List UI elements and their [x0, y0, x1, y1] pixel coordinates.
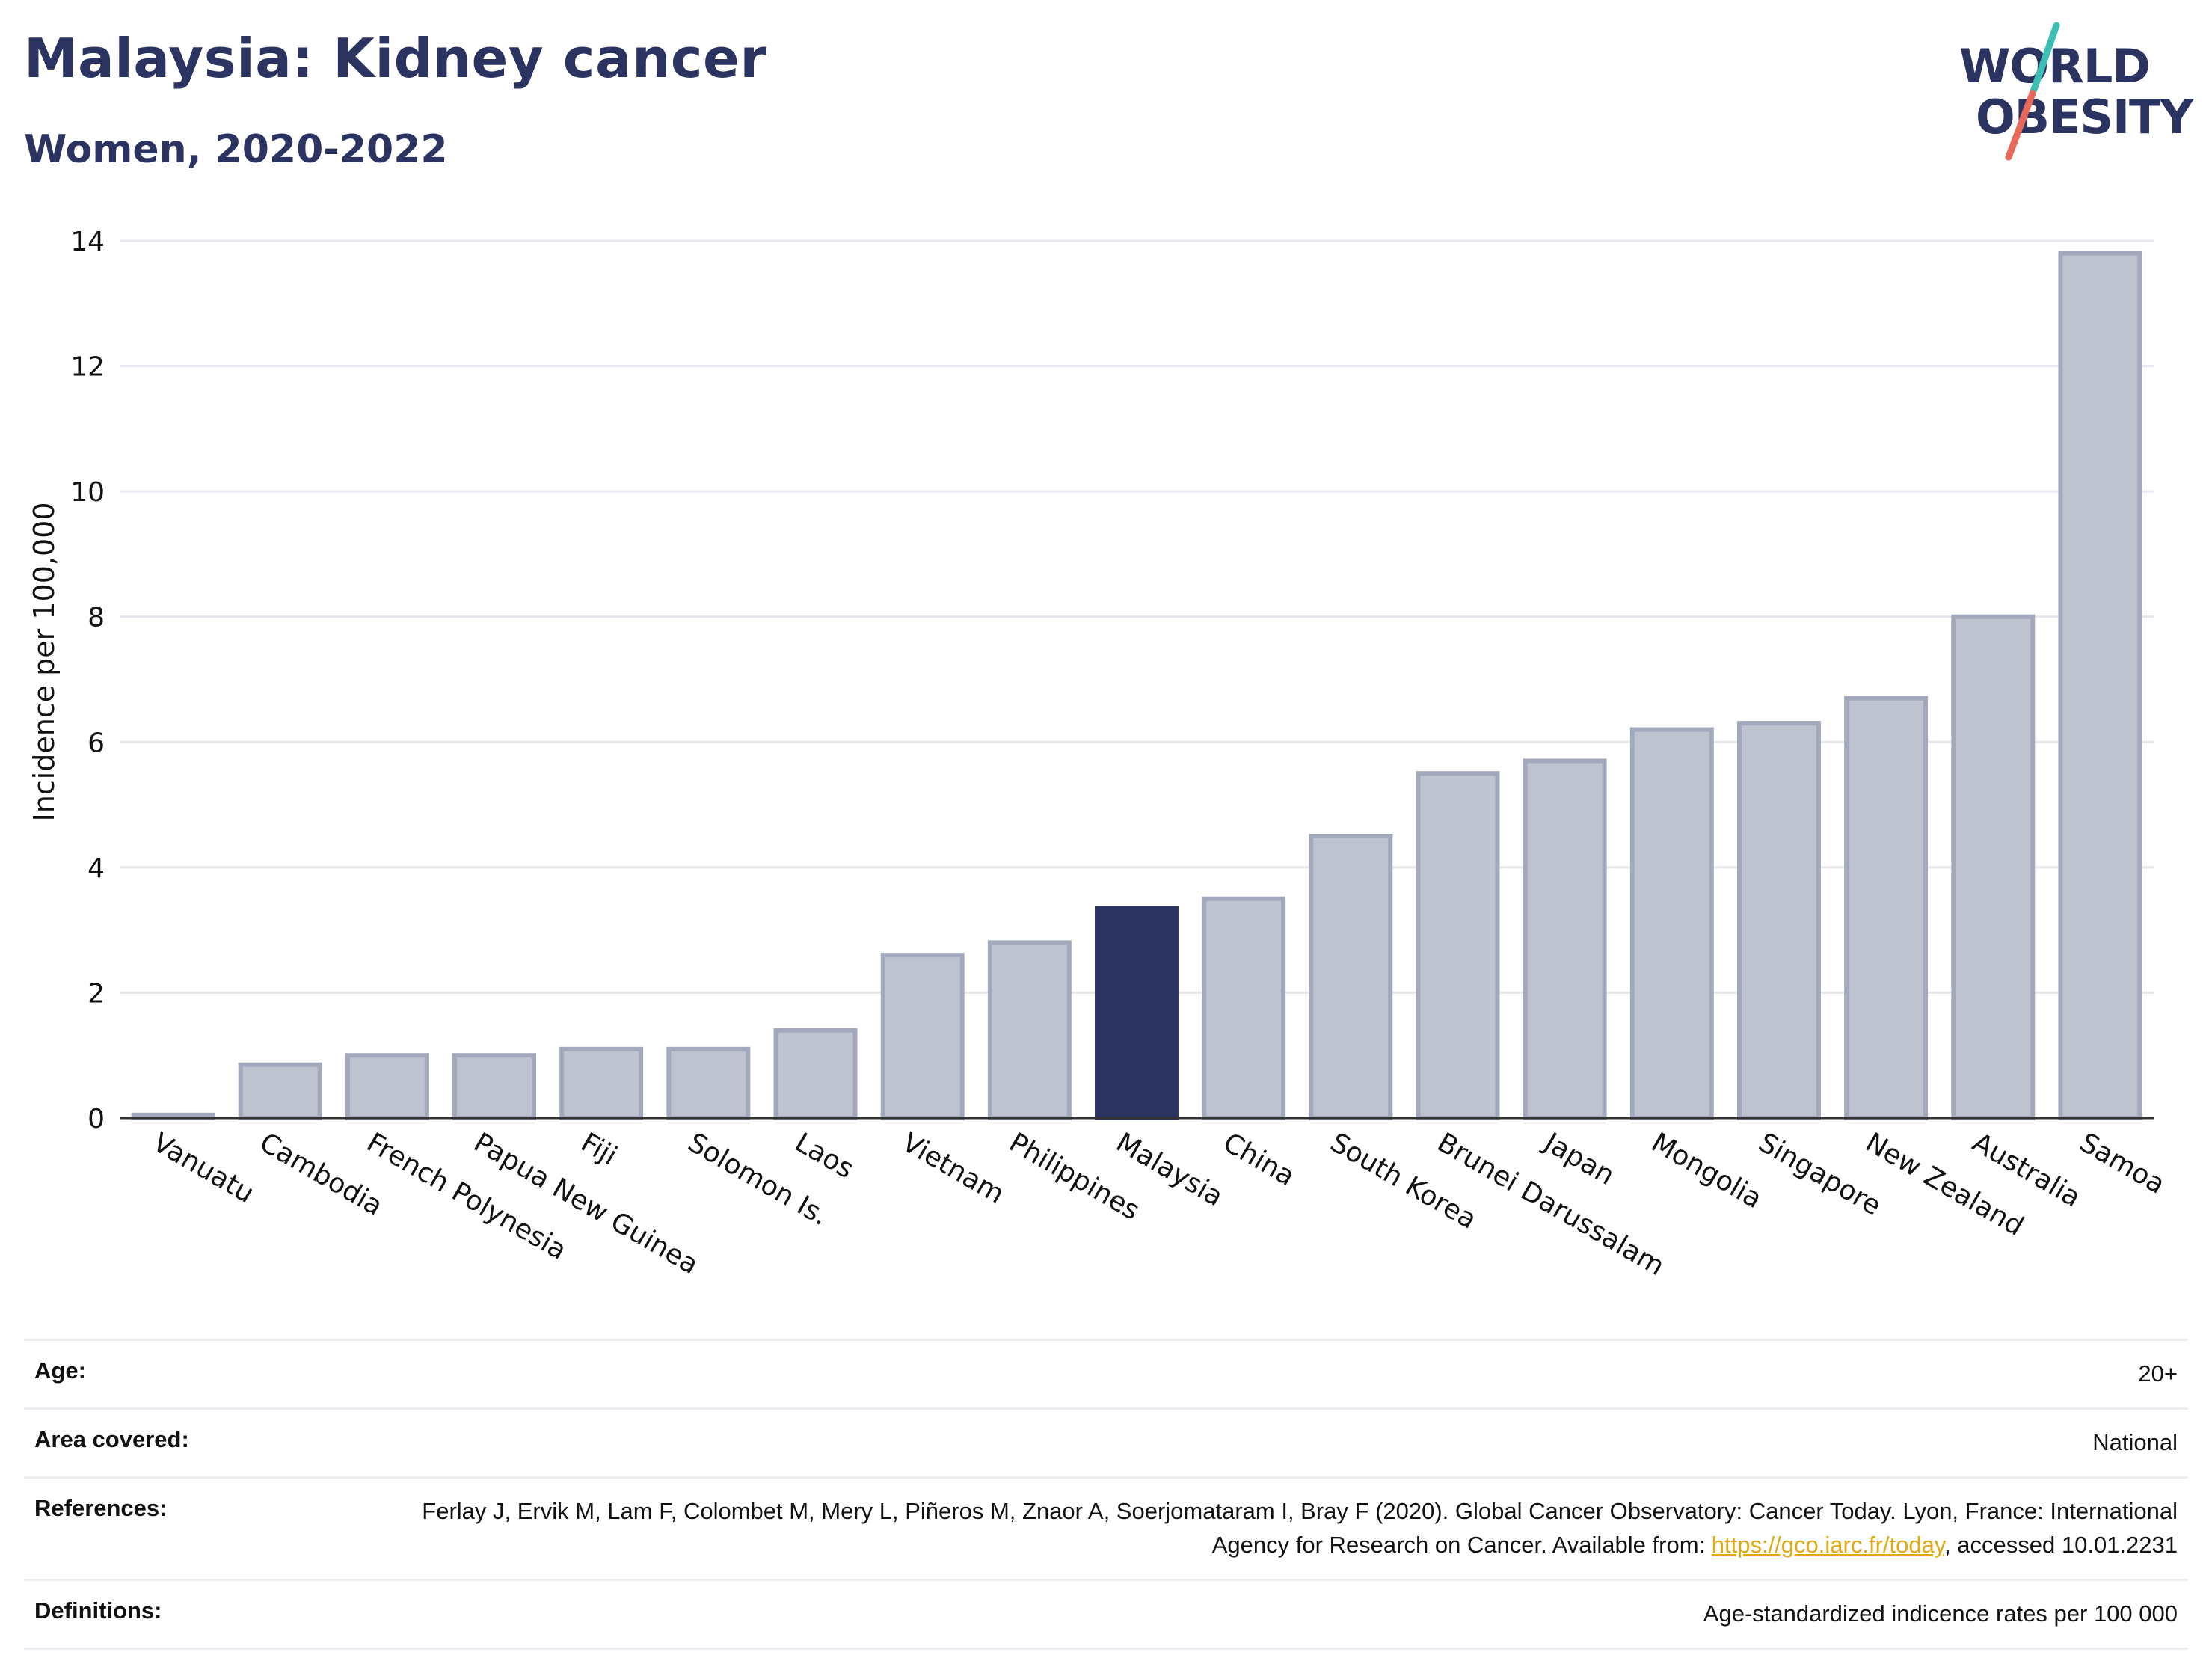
logo-text-world: WORLD	[1959, 39, 2150, 93]
bar-philippines	[987, 940, 1072, 1121]
bar-laos	[773, 1028, 858, 1120]
y-tick-label: 2	[87, 978, 105, 1009]
chart-subtitle: Women, 2020-2022	[24, 127, 448, 172]
logo-slash-top	[2029, 22, 2060, 97]
bar-china	[1202, 896, 1286, 1120]
bar-mongolia	[1629, 727, 1714, 1120]
bar-samoa	[2058, 251, 2142, 1120]
bar-singapore	[1736, 721, 1821, 1120]
references-suffix: , accessed 10.01.2231	[1944, 1531, 2178, 1558]
references-text: Ferlay J, Ervik M, Lam F, Colombet M, Me…	[422, 1497, 2178, 1558]
bars	[131, 251, 2142, 1121]
x-tick-label: China	[1218, 1127, 1300, 1192]
x-tick-label: Samoa	[2074, 1127, 2170, 1200]
y-tick-label: 12	[70, 352, 105, 383]
world-obesity-logo: WORLD OBESITY	[1959, 22, 2195, 161]
y-tick-label: 4	[87, 853, 105, 884]
references-value: Ferlay J, Ervik M, Lam F, Colombet M, Me…	[398, 1495, 2178, 1562]
metadata-table: Age: 20+ Area covered: National Referenc…	[24, 1339, 2188, 1650]
bar-south-korea	[1309, 833, 1393, 1120]
bar-japan	[1523, 758, 1607, 1121]
definitions-label: Definitions:	[34, 1597, 162, 1624]
bar-solomon-is	[666, 1046, 751, 1120]
logo-slash-bottom	[2005, 90, 2036, 161]
x-tick-label: Fiji	[576, 1127, 622, 1172]
y-tick-label: 6	[87, 728, 105, 758]
x-tick-label: Mongolia	[1646, 1127, 1767, 1215]
references-link[interactable]: https://gco.iarc.fr/today	[1711, 1531, 1945, 1558]
x-tick-label: Singapore	[1753, 1127, 1886, 1221]
x-tick-label: Vietnam	[897, 1127, 1009, 1210]
area-label: Area covered:	[34, 1425, 189, 1452]
meta-row-age: Age: 20+	[24, 1339, 2188, 1407]
age-label: Age:	[34, 1357, 86, 1384]
bar-vietnam	[880, 953, 965, 1120]
references-label: References:	[34, 1494, 168, 1521]
y-tick-label: 0	[87, 1104, 105, 1134]
bar-brunei-darussalam	[1416, 771, 1500, 1121]
x-tick-label: Vanuatu	[147, 1127, 259, 1209]
bar-malaysia	[1095, 906, 1179, 1120]
meta-row-references: References: Ferlay J, Ervik M, Lam F, Co…	[24, 1476, 2188, 1579]
y-axis-label: Incidence per 100,000	[28, 502, 61, 821]
bar-papua-new-guinea	[452, 1053, 537, 1120]
bar-fiji	[559, 1046, 644, 1120]
logo-text-obesity: OBESITY	[1976, 90, 2194, 144]
bar-australia	[1951, 614, 2036, 1120]
definitions-value: Age-standardized indicence rates per 100…	[1703, 1600, 2178, 1627]
x-tick-label: Japan	[1537, 1126, 1619, 1191]
area-value: National	[2092, 1428, 2178, 1455]
x-tick-label: Laos	[790, 1127, 858, 1185]
chart-title: Malaysia: Kidney cancer	[24, 27, 767, 90]
age-value: 20+	[2138, 1360, 2178, 1387]
x-tick-label: French Polynesia	[361, 1127, 571, 1266]
x-tick-label: Cambodia	[254, 1127, 387, 1222]
y-tick-label: 14	[70, 227, 105, 257]
bar-french-polynesia	[345, 1053, 429, 1120]
bar-cambodia	[238, 1062, 322, 1120]
bar-new-zealand	[1844, 696, 1929, 1120]
meta-row-definitions: Definitions: Age-standardized indicence …	[24, 1578, 2188, 1650]
y-tick-label: 10	[70, 477, 105, 508]
y-tick-label: 8	[87, 603, 105, 633]
meta-row-area: Area covered: National	[24, 1407, 2188, 1476]
